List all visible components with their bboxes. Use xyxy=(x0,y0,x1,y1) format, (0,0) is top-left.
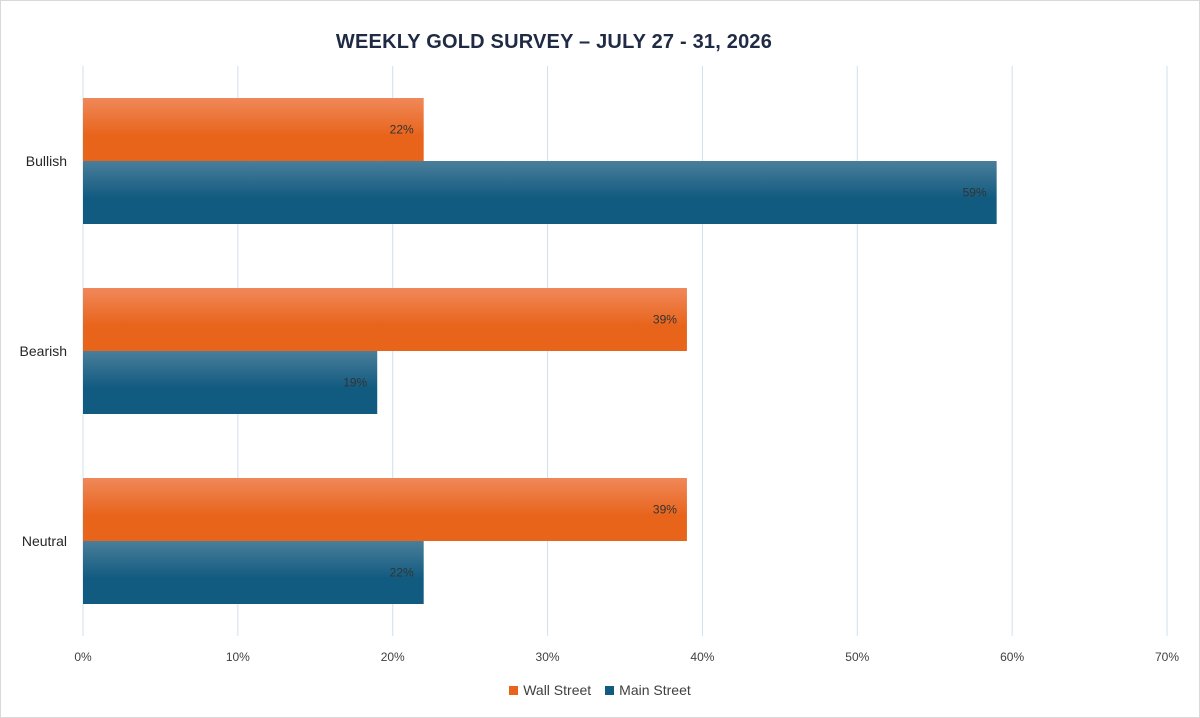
x-tick-label: 0% xyxy=(74,650,92,664)
bar-main-street xyxy=(83,161,997,224)
x-tick-label: 60% xyxy=(1000,650,1024,664)
data-label: 59% xyxy=(963,186,987,200)
x-tick-label: 50% xyxy=(845,650,869,664)
x-tick-label: 30% xyxy=(536,650,560,664)
data-label: 19% xyxy=(343,376,367,390)
legend-item: Wall Street xyxy=(509,682,591,698)
category-label: Neutral xyxy=(22,533,67,549)
chart-title: WEEKLY GOLD SURVEY – JULY 27 - 31, 2026 xyxy=(335,31,773,53)
bars xyxy=(83,98,997,604)
legend-swatch xyxy=(605,685,615,695)
data-label: 39% xyxy=(653,503,677,517)
data-label: 22% xyxy=(390,123,414,137)
data-label: 39% xyxy=(653,313,677,327)
category-label: Bullish xyxy=(26,153,67,169)
data-label: 22% xyxy=(390,566,414,580)
x-tick-label: 10% xyxy=(226,650,250,664)
category-label: Bearish xyxy=(20,343,67,359)
legend-label: Main Street xyxy=(619,682,691,698)
legend: Wall Street Main Street xyxy=(1,682,1199,698)
bar-wall-street xyxy=(83,288,687,351)
legend-swatch xyxy=(509,685,519,695)
bar-main-street xyxy=(83,541,424,604)
x-tick-label: 70% xyxy=(1155,650,1179,664)
bar-wall-street xyxy=(83,98,424,161)
legend-item: Main Street xyxy=(605,682,691,698)
labels: 0% 10% 20% 30% 40% 50% 60% 70% Bullish 22% 59% Bear… xyxy=(20,123,1180,665)
legend-label: Wall Street xyxy=(523,682,592,698)
bar-main-street xyxy=(83,351,378,414)
bar-wall-street xyxy=(83,478,687,541)
x-tick-label: 40% xyxy=(690,650,714,664)
x-tick-label: 20% xyxy=(381,650,405,664)
